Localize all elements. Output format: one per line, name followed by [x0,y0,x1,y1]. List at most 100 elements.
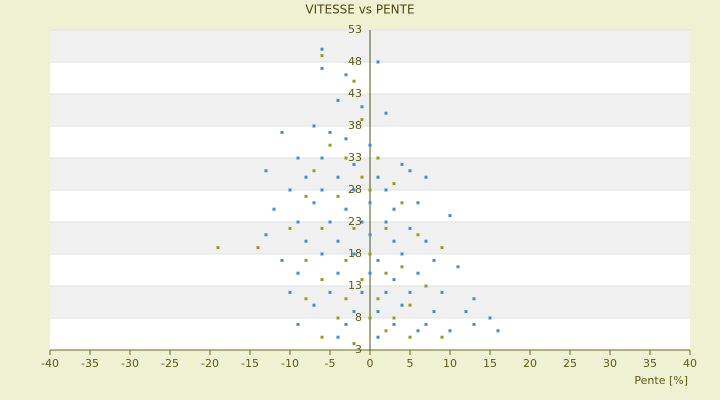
x-tick-label: 5 [407,357,414,370]
y-tick-label: 43 [348,87,362,100]
point [376,297,380,301]
point [264,233,268,237]
point [408,290,412,294]
y-tick-label: 38 [348,119,362,132]
point [344,258,348,262]
chart-title: VITESSE vs PENTE [305,3,414,17]
y-tick-label: 23 [348,215,362,228]
point [392,207,396,211]
point [280,130,284,134]
point [328,143,332,147]
point [424,322,428,326]
y-tick-label: 33 [348,151,362,164]
point [368,188,372,192]
point [216,246,220,250]
point [312,201,316,205]
point [344,207,348,211]
x-tick-label: -35 [81,357,99,370]
point [416,201,420,205]
point [392,239,396,243]
plot-area: -40 -35 -30 -25 -20 -15 -10 -5 0 5 10 15 20 25 30 35 40 3… [41,23,697,370]
point [336,335,340,339]
point [384,290,388,294]
point [288,188,292,192]
point [376,310,380,314]
point [320,226,324,230]
point [320,54,324,58]
point [352,342,356,346]
point [456,265,460,269]
point [376,258,380,262]
point [264,169,268,173]
point [328,130,332,134]
point [296,271,300,275]
point [304,239,308,243]
x-tick-label: 40 [683,357,697,370]
point [384,271,388,275]
x-tick-label: 20 [523,357,537,370]
point [384,329,388,333]
point [408,303,412,307]
point [472,322,476,326]
point [336,271,340,275]
point [336,194,340,198]
point [344,156,348,160]
point [368,201,372,205]
point [472,297,476,301]
point [256,246,260,250]
point [312,303,316,307]
point [304,258,308,262]
point [360,290,364,294]
x-tick-label: 0 [367,357,374,370]
point [352,162,356,166]
point [400,265,404,269]
point [312,124,316,128]
point [400,201,404,205]
point [352,188,356,192]
point [376,175,380,179]
point [320,66,324,70]
x-tick-label: 10 [443,357,457,370]
y-tick-label: 18 [348,247,362,260]
point [392,322,396,326]
point [320,252,324,256]
point [352,226,356,230]
x-tick-label: -40 [41,357,59,370]
point [328,290,332,294]
point [384,188,388,192]
point [368,271,372,275]
point [360,175,364,179]
point [400,252,404,256]
point [416,329,420,333]
point [296,156,300,160]
x-tick-label: -25 [161,357,179,370]
point [320,47,324,51]
point [424,284,428,288]
point [448,214,452,218]
point [416,271,420,275]
point [392,182,396,186]
point [496,329,500,333]
x-tick-label: -5 [325,357,336,370]
point [320,335,324,339]
point [392,278,396,282]
point [336,175,340,179]
point [320,278,324,282]
point [488,316,492,320]
point [384,220,388,224]
point [336,98,340,102]
point [312,169,316,173]
point [304,175,308,179]
point [296,322,300,326]
point [440,290,444,294]
point [344,137,348,141]
point [320,188,324,192]
point [376,60,380,64]
point [328,220,332,224]
x-tick-label: 30 [603,357,617,370]
x-tick-label: 25 [563,357,577,370]
point [368,252,372,256]
point [368,316,372,320]
point [448,329,452,333]
